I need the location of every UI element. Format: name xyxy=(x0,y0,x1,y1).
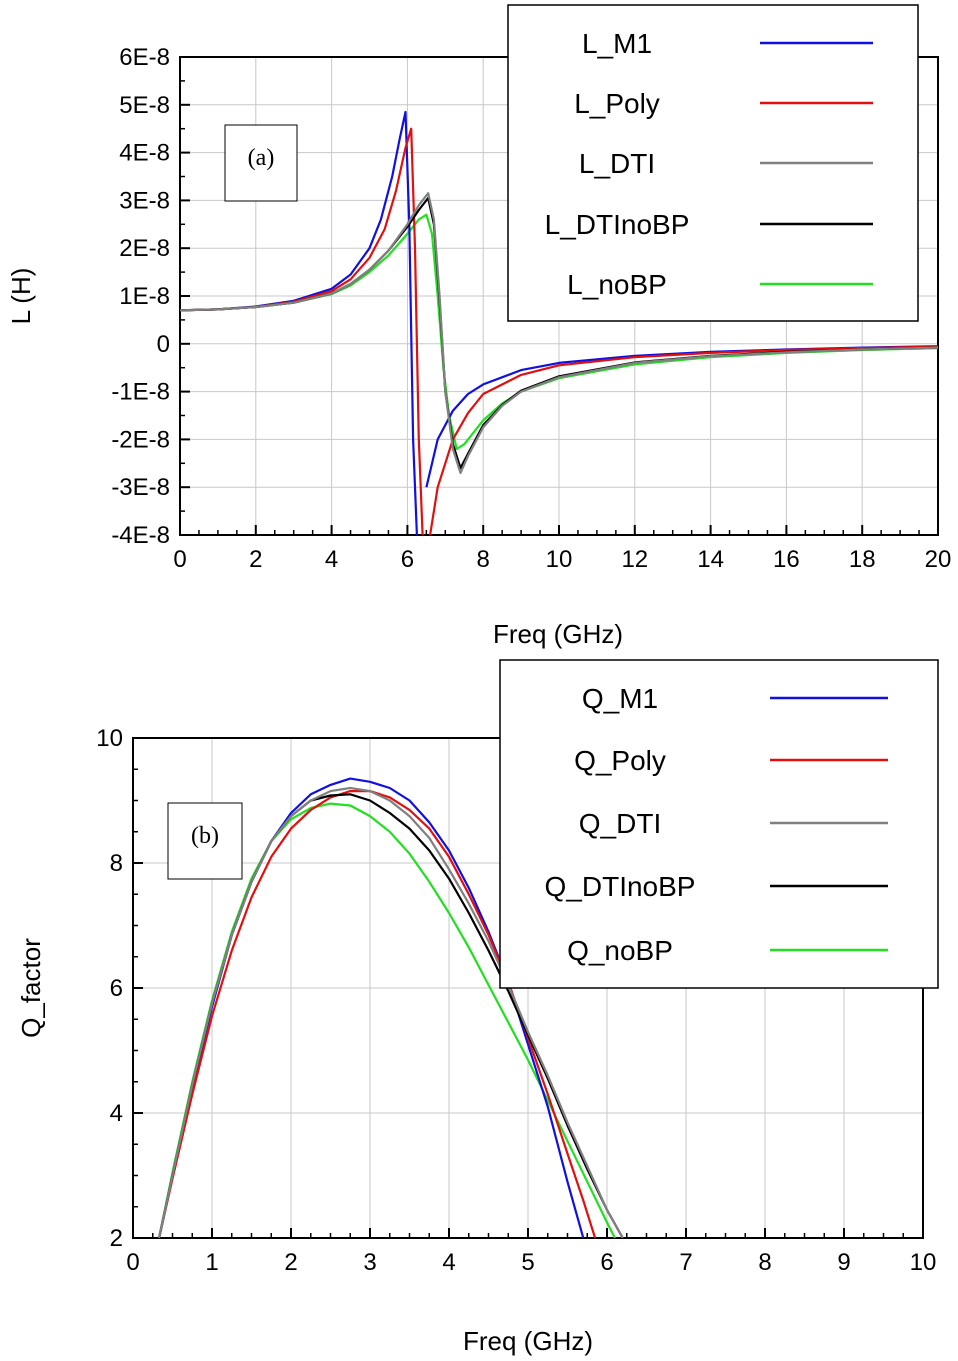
y-tick-label: 6E-8 xyxy=(119,44,170,71)
x-tick-label: 0 xyxy=(173,546,186,573)
x-tick-label: 5 xyxy=(521,1249,534,1276)
legend-label: L_DTInoBP xyxy=(545,209,690,240)
x-tick-label: 2 xyxy=(284,1249,297,1276)
panel-a-inductance: 0 2 4 6 8 10 12 14 16 18 20 -4E-8 -3E-8 -2E-8 -1E-8 0 1E… xyxy=(6,4,952,649)
x-axis-title: Freq (GHz) xyxy=(463,1326,593,1356)
y-tick-label: 0 xyxy=(157,331,170,358)
legend-label: L_M1 xyxy=(582,28,652,59)
legend-label: L_noBP xyxy=(567,269,667,300)
y-tick-label: 3E-8 xyxy=(119,187,170,214)
legend: Q_M1 Q_Poly Q_DTI Q_DTInoBP Q_noBP xyxy=(499,659,939,989)
legend-label: Q_DTI xyxy=(579,808,661,839)
y-tick-label: 2E-8 xyxy=(119,235,170,262)
x-tick-label: 8 xyxy=(477,546,490,573)
x-tick-label: 12 xyxy=(621,546,648,573)
series-line-l-dti xyxy=(180,192,938,474)
x-tick-label: 6 xyxy=(600,1249,613,1276)
x-tick-label: 3 xyxy=(363,1249,376,1276)
series-line-q-dti xyxy=(158,786,624,1238)
x-tick-label: 18 xyxy=(849,546,876,573)
x-tick-label: 8 xyxy=(758,1249,771,1276)
y-tick-label: -2E-8 xyxy=(111,426,170,453)
y-tick-label: 6 xyxy=(110,975,123,1002)
panel-tag-box xyxy=(224,124,298,202)
y-axis-title: Q_factor xyxy=(16,938,46,1038)
legend-label: Q_DTInoBP xyxy=(545,871,696,902)
x-tick-label: 20 xyxy=(925,546,952,573)
x-tick-label: 9 xyxy=(837,1249,850,1276)
legend: L_M1 L_Poly L_DTI L_DTInoBP L_noBP xyxy=(507,4,919,322)
x-tick-label: 16 xyxy=(773,546,800,573)
y-tick-label: -1E-8 xyxy=(111,379,170,406)
x-tick-label: 4 xyxy=(442,1249,455,1276)
legend-label: Q_noBP xyxy=(567,935,673,966)
series-lines xyxy=(158,777,624,1238)
legend-label: L_DTI xyxy=(579,148,655,179)
x-tick-label: 2 xyxy=(249,546,262,573)
series-line-q-poly xyxy=(158,790,597,1238)
x-tick-label: 4 xyxy=(325,546,338,573)
x-tick-label: 6 xyxy=(401,546,414,573)
y-tick-label: 1E-8 xyxy=(119,283,170,310)
panel-b-q-factor: 0 1 2 3 4 5 6 7 8 9 10 2 4 6 8 10 Freq (GHz) Q_factor (b) Q… xyxy=(16,659,939,1356)
x-tick-label: 10 xyxy=(546,546,573,573)
x-tick-label: 1 xyxy=(205,1249,218,1276)
panel-tag-label: (a) xyxy=(248,145,275,171)
x-tick-label: 7 xyxy=(679,1249,692,1276)
y-tick-label: 5E-8 xyxy=(119,92,170,119)
legend-label: Q_Poly xyxy=(574,745,666,776)
y-tick-label: 4 xyxy=(110,1100,123,1127)
series-lines xyxy=(180,110,938,535)
y-tick-label: -3E-8 xyxy=(111,474,170,501)
y-tick-label: 2 xyxy=(110,1225,123,1252)
y-tick-label: 8 xyxy=(110,850,123,877)
x-tick-label: 0 xyxy=(126,1249,139,1276)
panel-tag-box xyxy=(167,802,243,880)
x-tick-label: 10 xyxy=(910,1249,937,1276)
legend-label: Q_M1 xyxy=(582,683,658,714)
y-axis-title: L (H) xyxy=(6,268,36,325)
y-tick-label: 4E-8 xyxy=(119,140,170,167)
legend-label: L_Poly xyxy=(574,88,660,119)
y-tick-label: 10 xyxy=(96,725,123,752)
x-axis-title: Freq (GHz) xyxy=(493,619,623,649)
panel-tag-label: (b) xyxy=(191,823,219,849)
y-tick-label: -4E-8 xyxy=(111,522,170,549)
x-tick-label: 14 xyxy=(697,546,724,573)
